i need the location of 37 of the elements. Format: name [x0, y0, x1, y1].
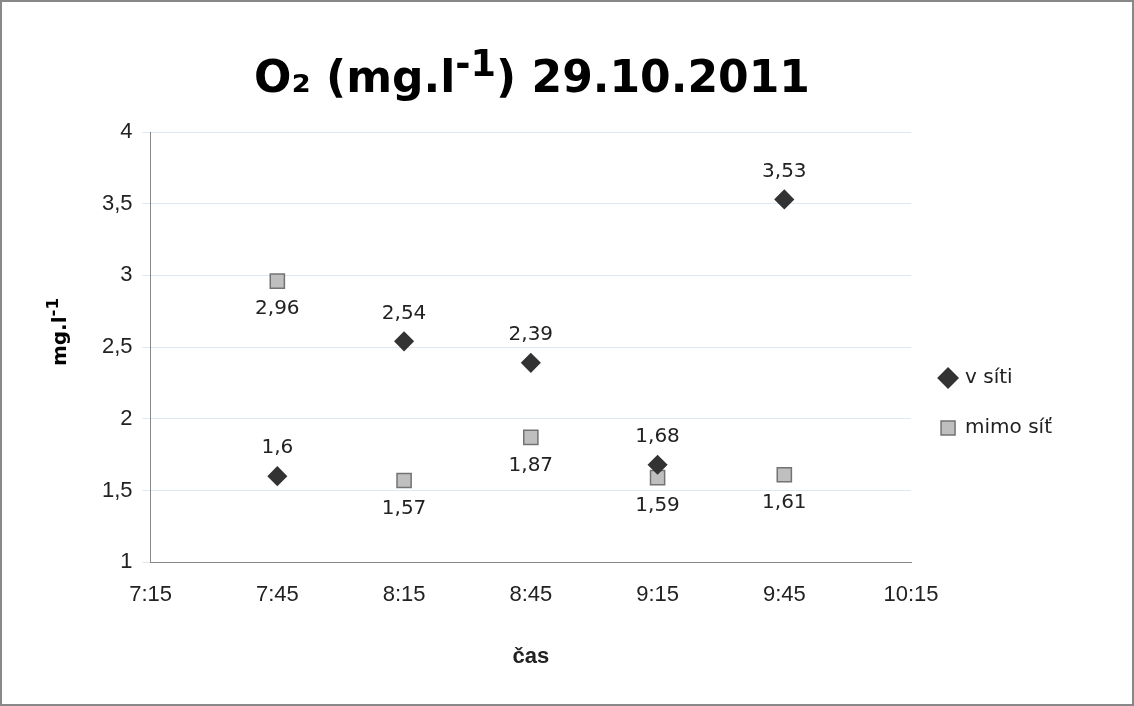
data-label: 2,96: [255, 295, 300, 320]
chart-title: O₂ (mg.l$^{-1}$) 29.10.2011: [253, 42, 811, 102]
y-tick-label: 2: [120, 404, 133, 430]
data-label: 1,68: [635, 422, 680, 447]
y-tick-label: 3: [120, 261, 133, 287]
legend-label: mimo síť: [965, 414, 1053, 439]
point: [269, 273, 286, 289]
data-label: 2,39: [508, 321, 554, 346]
x-tick-label: 9:15: [636, 581, 679, 607]
data-label: 1,59: [635, 491, 680, 516]
point: [394, 331, 414, 352]
point: [267, 466, 288, 486]
data-label: 1,6: [261, 434, 294, 459]
data-label: 2,54: [381, 299, 427, 324]
point: [776, 466, 793, 483]
y-tick-label: 1,5: [101, 476, 133, 502]
y-tick-label: 4: [120, 118, 133, 144]
point: [774, 189, 795, 210]
data-label: 1,57: [381, 494, 427, 519]
data-label: 1,61: [762, 488, 807, 513]
y-tick-label: 2,5: [101, 333, 133, 359]
x-tick-label: 8:45: [509, 581, 553, 607]
point: [521, 353, 541, 373]
point: [647, 454, 668, 475]
x-tick-label: 7:15: [129, 581, 172, 607]
data-label: 1,87: [508, 451, 554, 476]
data-label: 3,53: [762, 157, 807, 182]
legend-label: v síti: [965, 364, 1013, 389]
point: [396, 472, 412, 489]
y-tick-label: 3,5: [101, 189, 133, 215]
x-tick-label: 8:15: [382, 581, 426, 607]
x-tick-label: 10:15: [883, 581, 939, 607]
point: [523, 429, 539, 446]
x-tick-label: 9:45: [762, 581, 806, 607]
x-tick-label: 7:45: [255, 581, 299, 607]
y-tick-label: 1: [120, 548, 133, 574]
x-axis-title: čas: [512, 642, 550, 668]
